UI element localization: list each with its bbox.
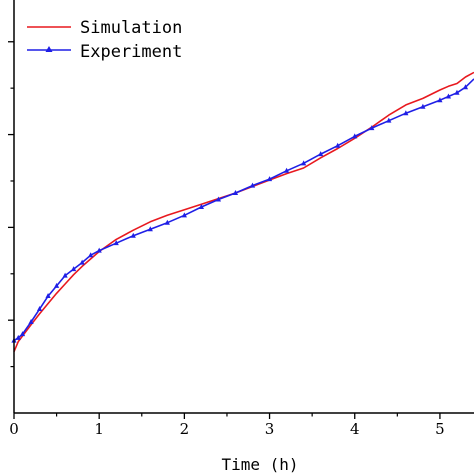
data-point-experiment — [53, 282, 60, 288]
data-point-experiment — [352, 133, 358, 139]
data-point-experiment — [318, 151, 324, 157]
x-tick-label: 4 — [350, 420, 360, 438]
data-point-experiment — [79, 259, 85, 265]
data-point-experiment — [249, 182, 256, 188]
data-point-experiment — [28, 319, 34, 325]
x-tick-label: 0 — [9, 420, 19, 438]
x-tick-label: 3 — [265, 420, 275, 438]
data-point-experiment — [454, 89, 460, 95]
data-point-experiment — [96, 247, 102, 253]
data-point-experiment — [215, 196, 222, 202]
tick-labels: 0 1 2 3 4 5 — [9, 420, 444, 438]
data-point-experiment — [335, 142, 341, 148]
data-point-experiment — [386, 117, 392, 123]
data-point-experiment — [445, 93, 452, 99]
data-point-experiment — [36, 306, 43, 312]
data-point-experiment — [283, 167, 290, 173]
data-point-experiment — [15, 334, 21, 340]
data-point-experiment — [45, 293, 51, 299]
data-point-experiment — [181, 212, 187, 218]
data-point-experiment — [130, 232, 136, 238]
data-point-experiment — [19, 331, 26, 337]
data-point-experiment — [266, 176, 273, 182]
plot-area — [11, 71, 474, 353]
tick-marks — [8, 41, 441, 419]
legend-label-simulation: Simulation — [80, 18, 182, 38]
legend-label-experiment: Experiment — [80, 42, 182, 62]
data-point-experiment — [113, 240, 119, 246]
data-point-experiment — [437, 97, 443, 103]
series-line-simulation — [13, 71, 474, 353]
x-tick-label: 5 — [435, 420, 445, 438]
data-point-experiment — [232, 190, 239, 196]
data-point-experiment — [420, 103, 426, 109]
series-line-experiment — [13, 78, 474, 342]
data-point-experiment — [147, 226, 153, 232]
data-point-experiment — [369, 125, 375, 131]
data-point-experiment — [88, 252, 94, 258]
legend-marker-experiment — [45, 46, 53, 52]
data-point-experiment — [164, 219, 170, 225]
x-tick-label: 2 — [180, 420, 190, 438]
data-point-experiment — [198, 203, 205, 209]
data-point-experiment — [462, 84, 469, 90]
x-axis-label: Time (h) — [221, 455, 298, 474]
x-tick-label: 1 — [94, 420, 104, 438]
data-point-experiment — [403, 110, 409, 116]
legend: Simulation Experiment — [27, 18, 182, 62]
data-point-experiment — [301, 160, 307, 166]
data-point-experiment — [62, 272, 68, 278]
data-point-experiment — [71, 266, 77, 272]
